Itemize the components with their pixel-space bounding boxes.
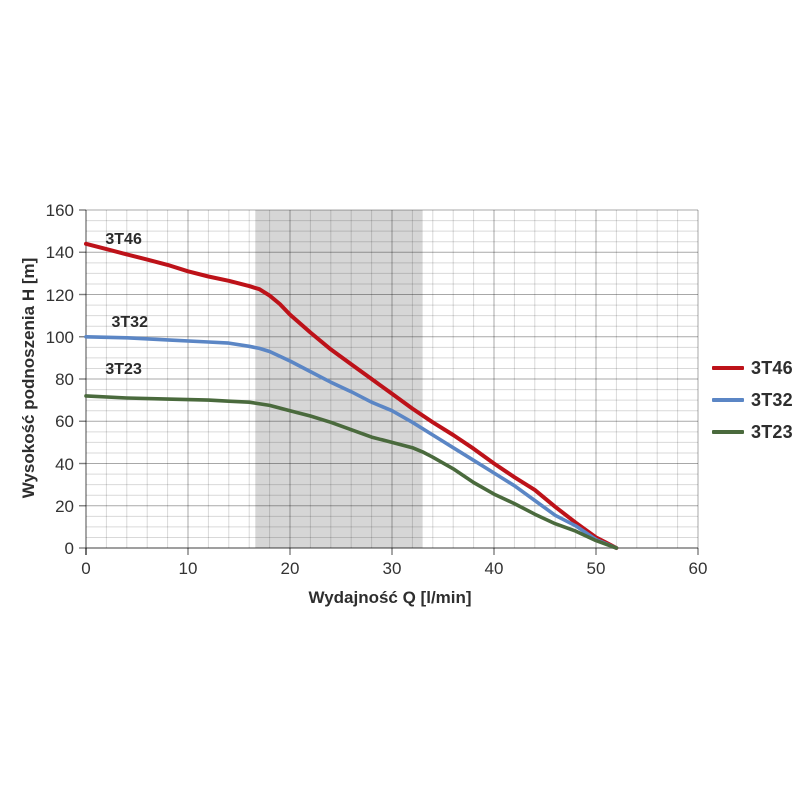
- recommended-range-band: [255, 210, 423, 548]
- y-tick-label: 160: [45, 201, 74, 220]
- legend-label: 3T46: [751, 357, 793, 378]
- x-tick-label: 60: [688, 559, 708, 578]
- y-tick-label: 80: [55, 370, 74, 389]
- x-tick-label: 30: [382, 559, 402, 578]
- y-tick-label: 60: [55, 412, 74, 432]
- series-line-3T46: [84, 241, 619, 550]
- y-tick-label: 140: [45, 243, 74, 263]
- y-tick-label: 100: [45, 327, 74, 347]
- legend-line-swatch-icon: [712, 430, 744, 434]
- legend-item-3T46: 3T46: [712, 357, 793, 379]
- series-line-3T23: [84, 394, 619, 550]
- legend-line-swatch-icon: [712, 398, 744, 402]
- series-label-3T46: 3T46: [105, 231, 142, 249]
- x-axis-title: Wydajność Q [l/min]: [308, 588, 472, 607]
- series-label-3T32: 3T32: [111, 313, 148, 331]
- legend-label: 3T32: [751, 389, 793, 410]
- y-tick-label: 0: [64, 539, 74, 558]
- x-tick-label: 40: [484, 559, 504, 578]
- legend: 3T46 3T32 3T23: [712, 357, 793, 443]
- legend-item-3T23: 3T23: [712, 421, 793, 443]
- y-tick-label: 40: [55, 454, 74, 474]
- series-line-3T32: [84, 335, 619, 550]
- x-tick-label: 0: [81, 559, 91, 578]
- series-label-3T23: 3T23: [105, 361, 142, 379]
- legend-label: 3T23: [751, 421, 793, 442]
- y-tick-label: 120: [45, 285, 74, 305]
- x-tick-label: 20: [280, 559, 300, 578]
- legend-line-swatch-icon: [712, 366, 744, 370]
- y-tick-label: 20: [55, 496, 74, 516]
- x-tick-label: 10: [178, 559, 198, 578]
- legend-item-3T32: 3T32: [712, 389, 793, 411]
- x-tick-label: 50: [586, 559, 606, 578]
